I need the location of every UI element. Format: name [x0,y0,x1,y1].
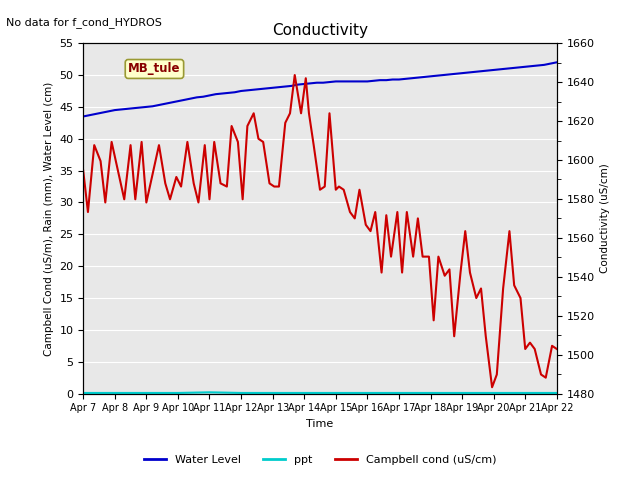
Legend: Water Level, ppt, Campbell cond (uS/cm): Water Level, ppt, Campbell cond (uS/cm) [140,451,500,469]
Title: Conductivity: Conductivity [272,23,368,38]
Y-axis label: Conductivity (uS/cm): Conductivity (uS/cm) [600,164,611,273]
X-axis label: Time: Time [307,419,333,429]
Text: MB_tule: MB_tule [128,62,180,75]
Text: No data for f_cond_HYDROS: No data for f_cond_HYDROS [6,17,163,28]
Y-axis label: Campbell Cond (uS/m), Rain (mm), Water Level (cm): Campbell Cond (uS/m), Rain (mm), Water L… [44,81,54,356]
